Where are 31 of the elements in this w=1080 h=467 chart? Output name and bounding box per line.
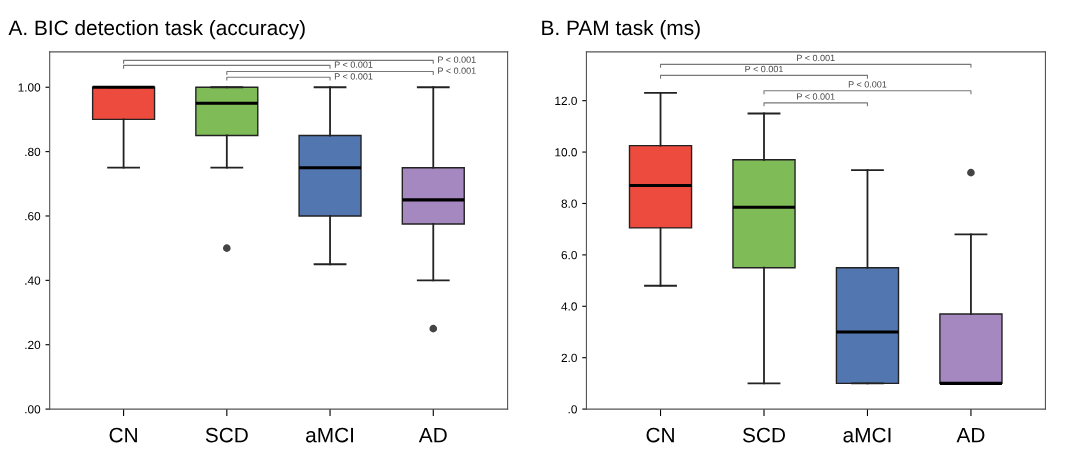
y-tick-label: 8.0 [561,199,577,208]
annotation: P < 0.001 [797,93,835,100]
y-tick-label: 2.0 [561,353,577,363]
y-tick-label: 4.0 [561,302,577,311]
y-tick-label: .40 [25,276,41,285]
y-tick-label: 10.0 [555,148,577,157]
y-tick-label: .00 [25,405,41,414]
annotation: P < 0.001 [745,65,783,73]
y-tick-label: 12.0 [555,96,577,106]
x-tick-label: SCD [205,427,248,443]
x-tick-label: SCD [742,427,785,443]
x-tick-label: aMCI [843,427,891,443]
y-tick-label: 1.00 [18,83,41,92]
chart-title: A. BIC detection task (accuracy) [8,19,305,40]
x-tick-label: AD [418,427,447,443]
annotation: P < 0.001 [334,73,373,80]
annotation: P < 0.001 [438,56,476,63]
x-tick-label: CN [646,427,674,443]
y-tick-label: .60 [25,212,41,221]
y-tick-label: .20 [25,340,41,350]
y-tick-label: 6.0 [561,250,577,260]
annotation: P < 0.001 [438,67,476,74]
x-tick-label: AD [956,427,985,443]
annotation: P < 0.001 [797,54,835,62]
x-tick-label: CN [109,427,137,443]
y-tick-label: .80 [25,147,41,156]
chart-title: B. PAM task (ms) [542,19,700,40]
x-tick-label: aMCI [306,427,354,443]
annotation: P < 0.001 [334,61,373,68]
y-tick-label: .0 [568,405,577,414]
annotation: P < 0.001 [848,81,887,88]
